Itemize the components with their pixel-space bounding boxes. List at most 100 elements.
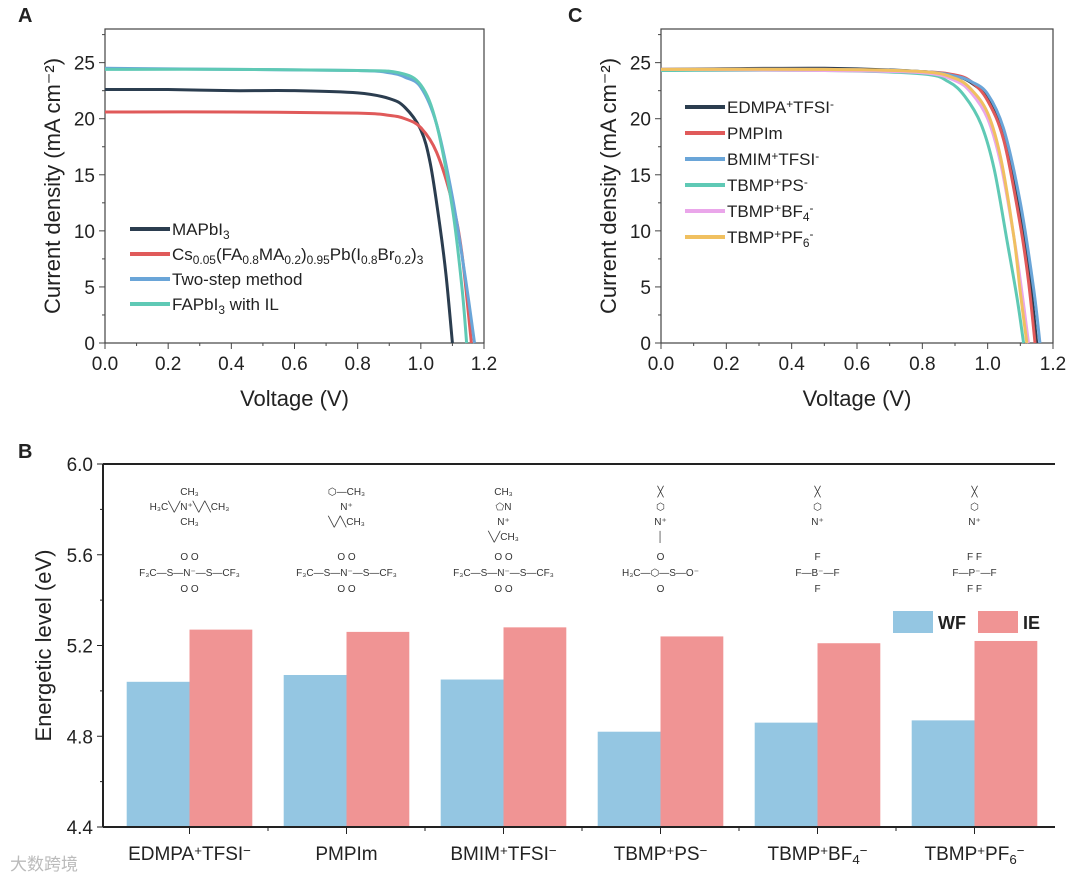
label-segment: EDMPA: [727, 98, 787, 117]
series-line: [104, 87, 454, 344]
y-tick-label: 4.8: [67, 727, 93, 748]
x-tick-label: 0.0: [92, 354, 118, 375]
series-line: [660, 66, 1039, 344]
legend-label: TBMP+PF6-: [727, 227, 814, 249]
label-segment: EDMPA: [128, 844, 194, 865]
structure-anion-text: F₃C—S—N⁻—S—CF₃: [453, 568, 554, 579]
label-segment: 0.05: [193, 253, 217, 267]
structure-cation-text: ╲╱CH₃: [487, 530, 519, 543]
category-label: TBMP+PS−: [614, 843, 708, 865]
x-tick-label: 0.8: [909, 354, 935, 375]
structure-anion-text: F₃C—S—N⁻—S—CF₃: [139, 568, 240, 579]
x-axis-label: Voltage (V): [803, 386, 912, 411]
label-segment: +: [820, 843, 828, 858]
legend-label: WF: [938, 613, 966, 633]
legend-label: BMIM+TFSI-: [727, 149, 819, 169]
bar-ie: [660, 636, 724, 827]
y-tick-label: 25: [74, 54, 95, 75]
label-segment: (FA: [216, 245, 243, 264]
y-tick-label: 10: [74, 222, 95, 243]
y-tick-label: 15: [630, 166, 651, 187]
chart-a-jv-curves: 0.0 0.2 0.4 0.6 0.8 1.0 1.2 0 5 10 15 20 25 Voltage (…: [40, 28, 497, 411]
chart-b-energy-levels: 4.4 4.8 5.2 5.6 6.0 Energetic level (eV) EDMPA…: [31, 455, 1055, 867]
legend-label: FAPbI3 with IL: [172, 295, 279, 317]
label-segment: -: [810, 227, 814, 241]
label-segment: Cs: [172, 245, 193, 264]
label-segment: BMIM: [727, 150, 771, 169]
category-label: TBMP+BF4−: [768, 843, 868, 867]
label-segment: TFSI: [508, 844, 549, 865]
label-segment: 0.2: [395, 253, 412, 267]
y-tick-label: 5: [84, 278, 95, 299]
molecule-structure: ╳ ⬡ N⁺ F F F—P⁻—F F F: [952, 485, 996, 595]
x-tick-label: 0.4: [218, 354, 245, 375]
legend-swatch-wf: [893, 611, 933, 633]
molecule-structure: ╳ ⬡ N⁺ │ O H₃C—⬡—S—O⁻ O: [622, 485, 699, 595]
bar-wf: [754, 722, 818, 827]
structure-cation-text: CH₃: [180, 517, 199, 528]
label-segment: −: [549, 843, 557, 858]
label-segment: 4: [852, 852, 859, 867]
y-tick-label: 10: [630, 222, 651, 243]
bar-ie: [346, 631, 410, 827]
structure-anion-text: F—P⁻—F: [952, 568, 996, 579]
x-tick-label: 1.0: [974, 354, 1000, 375]
label-segment: +: [666, 843, 674, 858]
label-segment: BF: [781, 202, 803, 221]
y-axis-label: Energetic level (eV): [31, 550, 56, 742]
x-tick-label: 1.2: [471, 354, 497, 375]
label-segment: TFSI: [793, 98, 830, 117]
label-segment: +: [774, 201, 781, 215]
plot-frame: [104, 28, 485, 344]
series-line: [104, 66, 477, 344]
label-segment: PMPIm: [315, 844, 377, 865]
label-segment: −: [1017, 843, 1025, 858]
label-segment: FAPbI: [172, 295, 218, 314]
label-segment: TBMP: [727, 202, 774, 221]
structure-cation-text: H₃C╲╱N⁺╲╱╲CH₃: [150, 500, 230, 513]
label-segment: -: [810, 201, 814, 215]
legend-label: IE: [1023, 613, 1040, 633]
label-segment: PS: [674, 844, 699, 865]
structure-cation-text: N⁺: [654, 517, 667, 528]
bar-wf: [283, 674, 347, 827]
structure-anion-text: O O: [337, 584, 356, 595]
label-segment: ): [411, 245, 417, 264]
label-segment: 6: [803, 236, 810, 250]
category-label: PMPIm: [315, 844, 377, 865]
label-segment: PMPIm: [727, 124, 783, 143]
y-tick-label: 20: [630, 110, 651, 131]
legend-label: Cs0.05(FA0.8MA0.2)0.95Pb(I0.8Br0.2)3: [172, 245, 424, 267]
molecule-structure: ╳ ⬡ N⁺ F F—B⁻—F F: [795, 485, 839, 595]
label-segment: 3: [417, 253, 424, 267]
x-tick-label: 0.8: [344, 354, 370, 375]
label-segment: 3: [218, 303, 225, 317]
y-tick-label: 5.6: [67, 546, 93, 567]
x-tick-label: 0.2: [713, 354, 739, 375]
x-tick-label: 0.4: [778, 354, 805, 375]
label-segment: MAPbI: [172, 220, 223, 239]
x-tick-label: 1.2: [1040, 354, 1066, 375]
structure-cation-text: │: [657, 530, 663, 544]
y-tick-label: 6.0: [67, 455, 93, 476]
label-segment: BMIM: [450, 844, 500, 865]
structure-cation-text: CH₃: [494, 487, 513, 498]
label-segment: -: [815, 149, 819, 163]
structure-cation-text: ╲╱╲CH₃: [327, 515, 365, 528]
structure-anion-text: O: [657, 552, 665, 563]
label-segment: with IL: [225, 295, 279, 314]
label-segment: 0.95: [307, 253, 331, 267]
label-segment: PF: [985, 844, 1009, 865]
label-segment: PF: [781, 228, 803, 247]
structure-cation-text: ╳: [970, 485, 978, 498]
structure-anion-text: O O: [180, 552, 199, 563]
structure-cation-text: ⬡—CH₃: [328, 487, 365, 498]
x-tick-label: 0.0: [648, 354, 674, 375]
structure-cation-text: N⁺: [968, 517, 981, 528]
label-segment: -: [804, 175, 808, 189]
structure-anion-text: F: [814, 584, 820, 595]
bar-ie: [817, 643, 881, 827]
panel-label-a: A: [18, 5, 32, 27]
structure-cation-text: CH₃: [180, 487, 199, 498]
legend-label: MAPbI3: [172, 220, 230, 242]
